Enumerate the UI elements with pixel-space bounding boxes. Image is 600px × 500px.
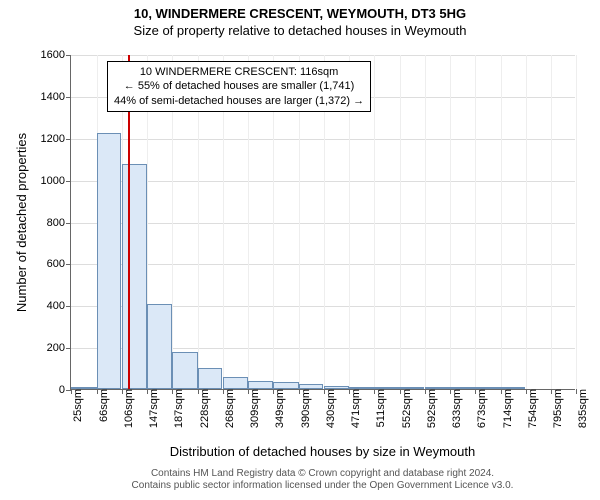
x-axis-label: Distribution of detached houses by size …: [70, 444, 575, 459]
chart-title-block: 10, WINDERMERE CRESCENT, WEYMOUTH, DT3 5…: [0, 0, 600, 38]
gridline-vertical: [450, 55, 451, 389]
chart-title-address: 10, WINDERMERE CRESCENT, WEYMOUTH, DT3 5…: [0, 0, 600, 21]
ytick-label: 200: [47, 342, 71, 354]
histogram-bar: [71, 387, 97, 389]
annotation-line: ← 55% of detached houses are smaller (1,…: [114, 79, 364, 93]
histogram-bar: [299, 384, 324, 389]
ytick-label: 1200: [41, 133, 71, 145]
credit-line: Contains HM Land Registry data © Crown c…: [70, 468, 575, 480]
reference-annotation-box: 10 WINDERMERE CRESCENT: 116sqm ← 55% of …: [107, 61, 371, 112]
histogram-bar: [97, 133, 122, 389]
histogram-bar: [475, 387, 501, 389]
ytick-label: 1400: [41, 91, 71, 103]
histogram-bar: [324, 386, 350, 389]
gridline-vertical: [551, 55, 552, 389]
property-size-histogram: 10, WINDERMERE CRESCENT, WEYMOUTH, DT3 5…: [0, 0, 600, 500]
xtick-label: 430sqm: [319, 389, 337, 428]
xtick-label: 187sqm: [167, 389, 185, 428]
histogram-bar: [172, 352, 198, 389]
xtick-label: 592sqm: [420, 389, 438, 428]
histogram-bar: [273, 382, 299, 389]
xtick-label: 106sqm: [117, 389, 135, 428]
annotation-line: 10 WINDERMERE CRESCENT: 116sqm: [114, 65, 364, 79]
xtick-label: 552sqm: [395, 389, 413, 428]
ytick-label: 400: [47, 300, 71, 312]
histogram-bar: [501, 387, 526, 389]
histogram-bar: [198, 368, 223, 389]
histogram-bar: [248, 381, 273, 389]
xtick-label: 714sqm: [496, 389, 514, 428]
xtick-label: 633sqm: [445, 389, 463, 428]
credit-line: Contains public sector information licen…: [70, 480, 575, 492]
chart-subtitle: Size of property relative to detached ho…: [0, 21, 600, 38]
histogram-bar: [450, 387, 475, 389]
xtick-label: 835sqm: [571, 389, 589, 428]
xtick-label: 511sqm: [369, 389, 387, 427]
ytick-label: 1600: [41, 49, 71, 61]
histogram-bar: [374, 387, 400, 389]
xtick-label: 349sqm: [268, 389, 286, 428]
histogram-bar: [147, 304, 172, 389]
gridline-vertical: [425, 55, 426, 389]
gridline-vertical: [374, 55, 375, 389]
ytick-label: 600: [47, 258, 71, 270]
ytick-label: 1000: [41, 175, 71, 187]
histogram-bar: [349, 387, 374, 389]
xtick-label: 673sqm: [470, 389, 488, 428]
xtick-label: 309sqm: [243, 389, 261, 428]
gridline-vertical: [475, 55, 476, 389]
gridline-vertical: [400, 55, 401, 389]
xtick-label: 268sqm: [218, 389, 236, 428]
plot-area: 0200400600800100012001400160025sqm66sqm1…: [70, 55, 575, 390]
xtick-label: 228sqm: [193, 389, 211, 428]
ytick-label: 800: [47, 217, 71, 229]
xtick-label: 795sqm: [546, 389, 564, 428]
annotation-line: 44% of semi-detached houses are larger (…: [114, 94, 364, 108]
gridline-vertical: [526, 55, 527, 389]
y-axis-label: Number of detached properties: [14, 55, 34, 390]
xtick-label: 147sqm: [142, 389, 160, 428]
gridline-vertical: [501, 55, 502, 389]
histogram-bar: [223, 377, 249, 389]
xtick-label: 66sqm: [92, 389, 110, 422]
gridline-vertical: [576, 55, 577, 389]
xtick-label: 471sqm: [344, 389, 362, 428]
xtick-label: 25sqm: [66, 389, 84, 422]
histogram-bar: [425, 387, 451, 389]
xtick-label: 754sqm: [521, 389, 539, 428]
histogram-bar: [122, 164, 148, 389]
histogram-bar: [400, 387, 425, 389]
data-credit: Contains HM Land Registry data © Crown c…: [70, 468, 575, 492]
xtick-label: 390sqm: [294, 389, 312, 428]
